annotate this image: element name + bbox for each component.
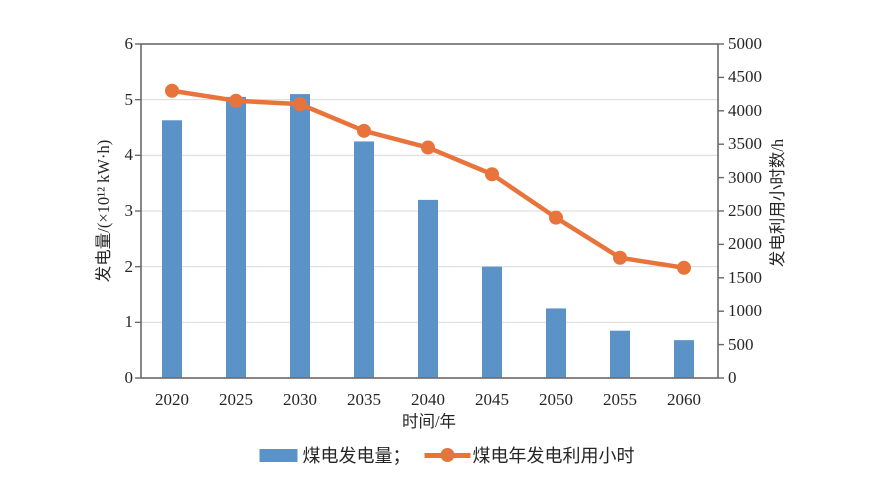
bar-2040 [418, 199, 438, 378]
legend-bar-label: 煤电发电量； [302, 446, 411, 466]
x-axis-ticklabel-2045: 2045 [475, 390, 509, 409]
bar-2060 [674, 340, 694, 378]
bar-2055 [610, 330, 630, 378]
x-axis-ticklabel-2030: 2030 [283, 390, 317, 409]
left-axis-ticklabel-3: 3 [124, 201, 134, 220]
right-axis-ticklabel-0: 0 [728, 368, 737, 387]
x-axis-ticklabel-2020: 2020 [155, 390, 189, 409]
line-marker-2050 [549, 210, 563, 225]
x-axis-title: 时间/年 [401, 412, 457, 431]
right-axis-ticklabel-3500: 3500 [728, 134, 762, 154]
line-marker-2020 [165, 83, 179, 98]
left-axis-ticklabel-0: 0 [124, 368, 134, 387]
line-marker-2030 [293, 97, 307, 112]
x-axis-ticklabel-2035: 2035 [347, 390, 381, 409]
line-marker-2045 [485, 167, 499, 182]
right-axis-ticklabel-2500: 2500 [728, 201, 762, 220]
x-axis-ticklabel-2025: 2025 [219, 390, 253, 409]
bar-2020 [162, 120, 182, 378]
left-axis-ticklabel-2: 2 [124, 256, 134, 276]
right-axis-ticklabel-500: 500 [728, 334, 754, 354]
bar-2045 [482, 266, 502, 378]
line-marker-2025 [229, 93, 243, 108]
right-axis-ticklabel-4500: 4500 [728, 67, 762, 87]
left-axis-title: 发电量/(×10¹² kW·h) [94, 139, 113, 283]
left-axis-ticklabel-4: 4 [124, 145, 134, 165]
line-marker-2040 [421, 140, 435, 155]
left-axis-ticklabel-1: 1 [124, 312, 134, 332]
bar-2025 [226, 96, 246, 378]
right-axis-title: 发电利用小时数/h [768, 138, 787, 268]
line-marker-2060 [677, 260, 691, 275]
x-axis-ticklabel-2040: 2040 [411, 390, 445, 409]
x-axis-ticklabel-2055: 2055 [603, 390, 637, 409]
bar-2030 [290, 94, 310, 378]
right-axis-ticklabel-4000: 4000 [728, 100, 762, 120]
left-axis-ticklabel-5: 5 [124, 89, 134, 109]
right-axis-ticklabel-3000: 3000 [728, 167, 762, 187]
legend: 煤电发电量； 煤电年发电利用小时 [259, 442, 635, 468]
legend-line-swatch-icon [424, 448, 471, 462]
left-axis-ticklabel-6: 6 [124, 34, 134, 53]
line-marker-2055 [613, 250, 627, 265]
legend-bar-swatch-icon [259, 448, 298, 462]
right-axis-ticklabel-1000: 1000 [728, 301, 762, 321]
bar-2050 [546, 308, 566, 378]
x-axis-ticklabel-2060: 2060 [667, 390, 701, 409]
right-axis-ticklabel-2000: 2000 [728, 234, 762, 254]
legend-line-marker-icon [440, 448, 455, 462]
right-axis-ticklabel-5000: 5000 [728, 34, 762, 53]
bar-2035 [354, 141, 374, 378]
x-axis-ticklabel-2050: 2050 [539, 390, 573, 409]
right-axis-ticklabel-1500: 1500 [728, 267, 762, 287]
line-marker-2035 [357, 123, 371, 138]
legend-line-label: 煤电年发电利用小时 [472, 446, 635, 466]
